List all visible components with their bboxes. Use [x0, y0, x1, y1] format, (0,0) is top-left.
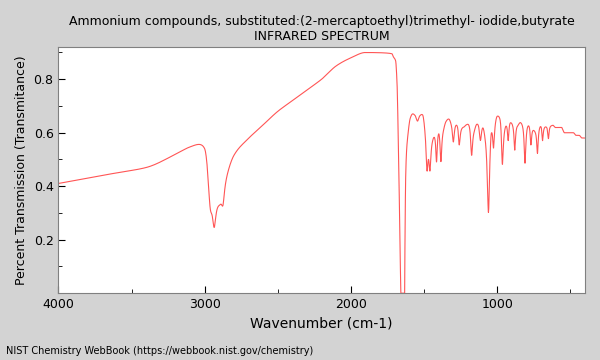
X-axis label: Wavenumber (cm-1): Wavenumber (cm-1): [250, 316, 393, 330]
Title: Ammonium compounds, substituted:(2-mercaptoethyl)trimethyl- iodide,butyrate
INFR: Ammonium compounds, substituted:(2-merca…: [69, 15, 575, 43]
Y-axis label: Percent Transmission (Transmitance): Percent Transmission (Transmitance): [15, 55, 28, 285]
Text: NIST Chemistry WebBook (https://webbook.nist.gov/chemistry): NIST Chemistry WebBook (https://webbook.…: [6, 346, 313, 356]
